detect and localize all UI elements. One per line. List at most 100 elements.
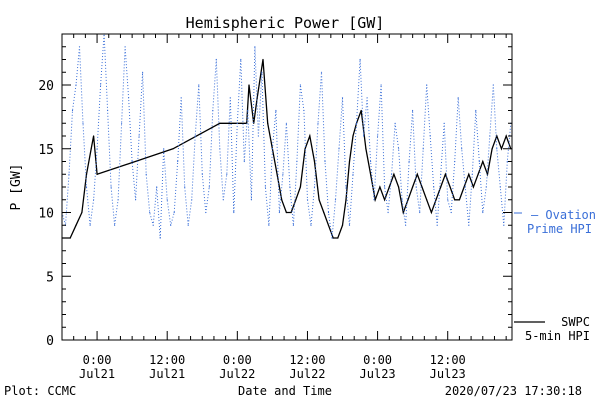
ovation-data-point [156, 186, 158, 188]
ovation-data-point [243, 160, 245, 163]
ovation-data-point [482, 211, 484, 214]
swpc-data-point [285, 211, 287, 214]
ovation-data-point [443, 122, 445, 124]
swpc-data-point [299, 186, 301, 188]
ovation-data-point [128, 97, 130, 99]
ovation-data-point [180, 97, 182, 99]
ovation-data-point [440, 173, 442, 175]
ovation-data-point [124, 46, 126, 48]
ovation-data-point [254, 46, 256, 48]
ovation-data-point [121, 122, 123, 124]
ovation-data-point [247, 109, 249, 112]
ovation-data-point [100, 84, 102, 86]
swpc-data-point [454, 199, 456, 201]
y-tick-label: 10 [38, 207, 54, 222]
swpc-data-point [388, 186, 390, 188]
ovation-data-point [419, 211, 421, 214]
ovation-data-point [282, 173, 284, 175]
ovation-data-point [71, 109, 74, 112]
x-tick-time-label: 12:00 [149, 353, 185, 367]
swpc-data-point [426, 199, 428, 201]
ovation-data-point [208, 186, 210, 188]
ovation-data-point [401, 199, 403, 201]
ovation-data-point [475, 109, 477, 112]
ovation-data-point [114, 224, 116, 226]
x-tick-date-label: Jul21 [79, 367, 115, 381]
ovation-data-point [184, 186, 186, 188]
ovation-data-point [170, 224, 172, 226]
swpc-data-point [345, 199, 347, 201]
ovation-data-point [506, 160, 508, 163]
ovation-data-point [355, 122, 358, 124]
ovation-data-point [327, 211, 330, 214]
footer-timestamp: 2020/07/23 17:30:18 [445, 384, 582, 398]
swpc-data-point [96, 173, 98, 175]
swpc-data-point [370, 173, 372, 175]
ovation-data-point [461, 148, 463, 150]
swpc-data-point [90, 148, 92, 150]
swpc-data-point [500, 148, 503, 150]
ovation-data-point [405, 224, 407, 226]
ovation-data-point [306, 199, 309, 201]
ovation-data-point [236, 122, 238, 124]
swpc-data-point [449, 186, 451, 188]
ovation-data-point [159, 237, 161, 239]
ovation-data-point [303, 109, 305, 112]
ovation-data-point [489, 135, 491, 137]
ovation-data-point [341, 97, 344, 99]
ovation-data-point [173, 211, 175, 214]
swpc-data-point [309, 135, 311, 137]
swpc-data-point [352, 135, 354, 137]
swpc-data-point [482, 160, 484, 163]
ovation-data-point [289, 186, 291, 188]
ovation-data-point [320, 71, 323, 73]
ovation-data-point [78, 46, 81, 48]
ovation-data-point [422, 148, 424, 150]
swpc-data-point [75, 224, 77, 226]
ovation-data-point [468, 224, 470, 226]
ovation-data-point [317, 122, 319, 124]
ovation-data-point [285, 122, 287, 124]
swpc-data-point [290, 211, 292, 214]
ovation-data-point [163, 148, 165, 150]
swpc-data-point [248, 84, 250, 86]
ovation-data-point [212, 109, 214, 112]
ovation-data-point [205, 211, 207, 214]
swpc-data-point [348, 160, 351, 163]
series-layer [61, 33, 512, 239]
swpc-data-point [472, 186, 474, 188]
swpc-data-point [491, 148, 493, 150]
swpc-data-point [477, 173, 479, 175]
swpc-data-point [93, 135, 95, 137]
swpc-data-point [341, 224, 344, 226]
ovation-data-point [464, 186, 466, 188]
swpc-data-point [398, 186, 400, 188]
ovation-data-point [478, 160, 480, 163]
ovation-data-point [387, 211, 389, 214]
ovation-data-point [380, 84, 382, 86]
ovation-data-point [447, 199, 449, 201]
x-tick-date-label: Jul21 [149, 367, 185, 381]
ovation-data-point [485, 186, 487, 188]
swpc-data-point [81, 211, 83, 214]
ovation-data-point [334, 199, 337, 201]
swpc-data-point [379, 186, 381, 188]
x-tick-time-label: 0:00 [223, 353, 252, 367]
series-swpc-hpi-line [62, 59, 512, 239]
ovation-data-point [149, 211, 151, 214]
swpc-data-point [276, 173, 278, 175]
swpc-data-point [172, 148, 174, 150]
ovation-data-point [201, 173, 203, 175]
x-tick-date-label: Jul23 [360, 367, 396, 381]
ovation-data-point [471, 173, 473, 175]
ovation-data-point [240, 58, 242, 61]
ovation-data-point [250, 199, 252, 201]
ovation-data-point [345, 186, 347, 188]
ovation-data-point [152, 224, 154, 226]
ovation-data-point [457, 97, 459, 99]
ovation-data-point [398, 148, 400, 150]
y-axis-label: P [GW] [9, 164, 24, 211]
ovation-data-point [264, 186, 266, 188]
ovation-data-point [384, 186, 386, 188]
ovation-data-point [296, 160, 298, 163]
